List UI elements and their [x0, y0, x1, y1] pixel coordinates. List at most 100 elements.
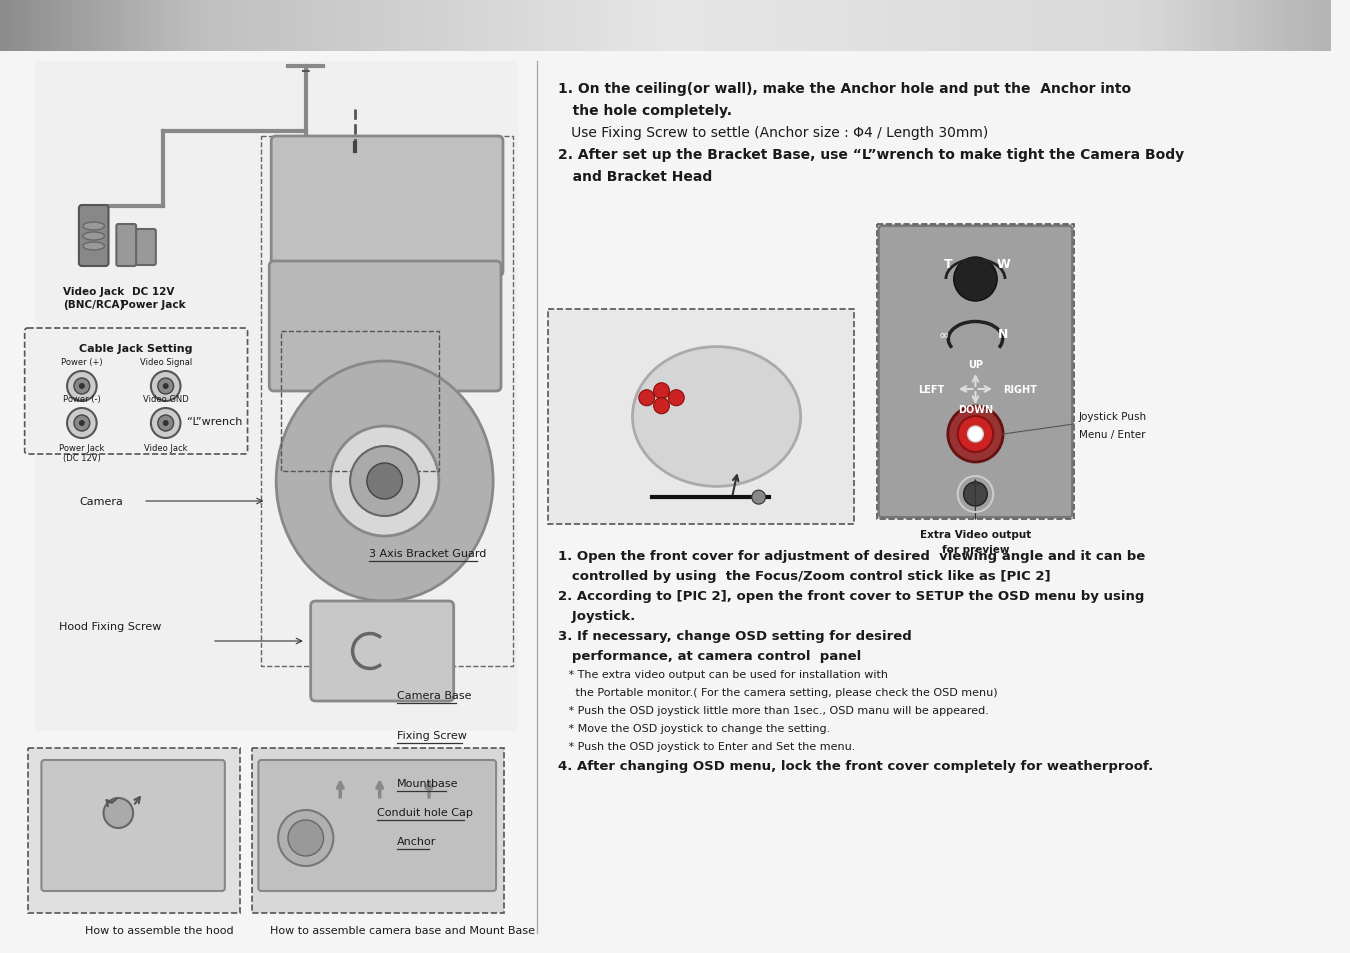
Bar: [466, 0, 475, 52]
Bar: [539, 0, 548, 52]
Bar: [925, 0, 934, 52]
Bar: [979, 0, 987, 52]
Text: Hood Fixing Screw: Hood Fixing Screw: [59, 621, 162, 631]
Bar: [876, 225, 1075, 519]
Bar: [1018, 0, 1027, 52]
Bar: [659, 0, 668, 52]
Bar: [799, 0, 807, 52]
Bar: [1025, 0, 1034, 52]
Bar: [333, 0, 342, 52]
Circle shape: [151, 409, 181, 438]
FancyBboxPatch shape: [258, 760, 495, 891]
Bar: [1099, 0, 1107, 52]
Bar: [1112, 0, 1120, 52]
Bar: [552, 0, 562, 52]
Bar: [27, 0, 35, 52]
Bar: [500, 0, 508, 52]
Bar: [486, 0, 494, 52]
Bar: [699, 0, 707, 52]
Bar: [386, 0, 394, 52]
Bar: [400, 0, 408, 52]
Bar: [1211, 0, 1220, 52]
Bar: [193, 0, 201, 52]
Bar: [27, 748, 240, 913]
Bar: [566, 0, 575, 52]
Bar: [1125, 0, 1134, 52]
Bar: [320, 0, 328, 52]
Text: “L”wrench: “L”wrench: [188, 416, 243, 427]
Bar: [1065, 0, 1073, 52]
Text: * The extra video output can be used for installation with: * The extra video output can be used for…: [559, 669, 888, 679]
Bar: [127, 0, 135, 52]
Bar: [706, 0, 714, 52]
Bar: [14, 0, 22, 52]
Text: 3 Axis Bracket Guard: 3 Axis Bracket Guard: [369, 549, 486, 558]
Text: 1. On the ceiling(or wall), make the Anchor hole and put the  Anchor into: 1. On the ceiling(or wall), make the Anc…: [559, 82, 1131, 96]
Ellipse shape: [82, 243, 104, 251]
Text: Power (-): Power (-): [63, 395, 101, 403]
Text: the hole completely.: the hole completely.: [559, 104, 732, 118]
Bar: [919, 0, 927, 52]
Bar: [593, 0, 601, 52]
Bar: [1138, 0, 1148, 52]
Bar: [227, 0, 235, 52]
Bar: [433, 0, 441, 52]
Bar: [146, 0, 155, 52]
Text: UP: UP: [968, 359, 983, 370]
Bar: [246, 0, 255, 52]
Text: How to assemble the hood: How to assemble the hood: [85, 925, 234, 935]
Bar: [1311, 0, 1320, 52]
Bar: [493, 0, 501, 52]
Circle shape: [957, 416, 994, 453]
FancyBboxPatch shape: [310, 601, 454, 701]
Bar: [35, 62, 518, 731]
Circle shape: [74, 416, 89, 432]
Bar: [207, 0, 215, 52]
Bar: [313, 0, 321, 52]
Bar: [759, 0, 768, 52]
Circle shape: [968, 427, 983, 442]
Bar: [779, 0, 787, 52]
Bar: [186, 0, 194, 52]
Bar: [786, 0, 794, 52]
Text: Fixing Screw: Fixing Screw: [397, 731, 467, 740]
Bar: [865, 0, 873, 52]
Bar: [1305, 0, 1314, 52]
Bar: [220, 0, 228, 52]
Bar: [899, 0, 907, 52]
Bar: [86, 0, 95, 52]
Text: Video Jack: Video Jack: [63, 287, 124, 296]
Text: Power (+): Power (+): [61, 357, 103, 367]
Bar: [913, 0, 921, 52]
Bar: [293, 0, 301, 52]
Text: Joystick Push: Joystick Push: [1079, 412, 1148, 421]
Bar: [999, 0, 1007, 52]
Circle shape: [948, 407, 1003, 462]
Bar: [686, 0, 694, 52]
Bar: [359, 0, 369, 52]
Bar: [1031, 0, 1041, 52]
Text: T: T: [944, 258, 952, 272]
Bar: [100, 0, 108, 52]
Circle shape: [653, 398, 670, 415]
Bar: [479, 0, 487, 52]
Bar: [713, 0, 721, 52]
Text: ∞: ∞: [938, 328, 949, 341]
Bar: [886, 0, 894, 52]
Bar: [1152, 0, 1160, 52]
Bar: [813, 0, 821, 52]
Bar: [113, 0, 122, 52]
Bar: [666, 0, 675, 52]
Bar: [1085, 0, 1094, 52]
Bar: [7, 0, 15, 52]
Bar: [252, 748, 504, 913]
Text: Cable Jack Setting: Cable Jack Setting: [80, 344, 193, 354]
Circle shape: [151, 372, 181, 401]
Bar: [859, 0, 868, 52]
Bar: [548, 310, 855, 524]
Bar: [240, 0, 248, 52]
Bar: [572, 0, 580, 52]
Circle shape: [653, 383, 670, 399]
Bar: [825, 0, 834, 52]
Text: Power Jack
(DC 12V): Power Jack (DC 12V): [59, 443, 104, 463]
